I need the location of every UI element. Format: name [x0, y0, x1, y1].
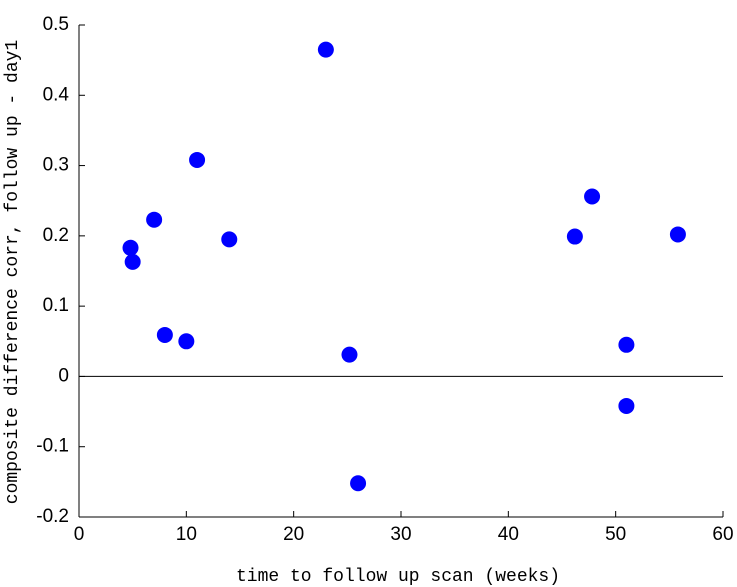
y-axis-label: composite difference corr, follow up - d…: [3, 40, 23, 504]
y-tick-label: 0.3: [43, 155, 69, 176]
y-tick-label: 0.1: [43, 295, 69, 316]
point: [618, 336, 635, 353]
point: [669, 226, 686, 243]
point: [341, 346, 358, 363]
point: [350, 475, 367, 492]
point: [584, 188, 601, 205]
y-tick-label: -0.1: [36, 436, 69, 457]
y-tick-label: 0.2: [43, 225, 69, 246]
x-tick-label: 40: [498, 524, 519, 545]
y-tick-label: 0: [58, 365, 69, 386]
point: [221, 231, 238, 248]
x-tick-label: 10: [176, 524, 197, 545]
y-tick-label: 0.4: [43, 84, 70, 105]
x-tick-label: 0: [74, 524, 85, 545]
x-axis-label: time to follow up scan (weeks): [236, 567, 560, 587]
y-tick-label: 0.5: [43, 14, 69, 35]
point: [146, 211, 163, 228]
point: [178, 333, 195, 350]
point: [618, 397, 635, 414]
x-tick-label: 30: [390, 524, 411, 545]
point: [156, 326, 173, 343]
point: [317, 41, 334, 58]
point: [566, 228, 583, 245]
point: [189, 151, 206, 168]
point: [122, 239, 139, 256]
point: [124, 253, 141, 270]
x-tick-label: 20: [283, 524, 304, 545]
x-tick-label: 50: [605, 524, 626, 545]
y-tick-label: -0.2: [36, 506, 69, 527]
x-tick-label: 60: [712, 524, 733, 545]
